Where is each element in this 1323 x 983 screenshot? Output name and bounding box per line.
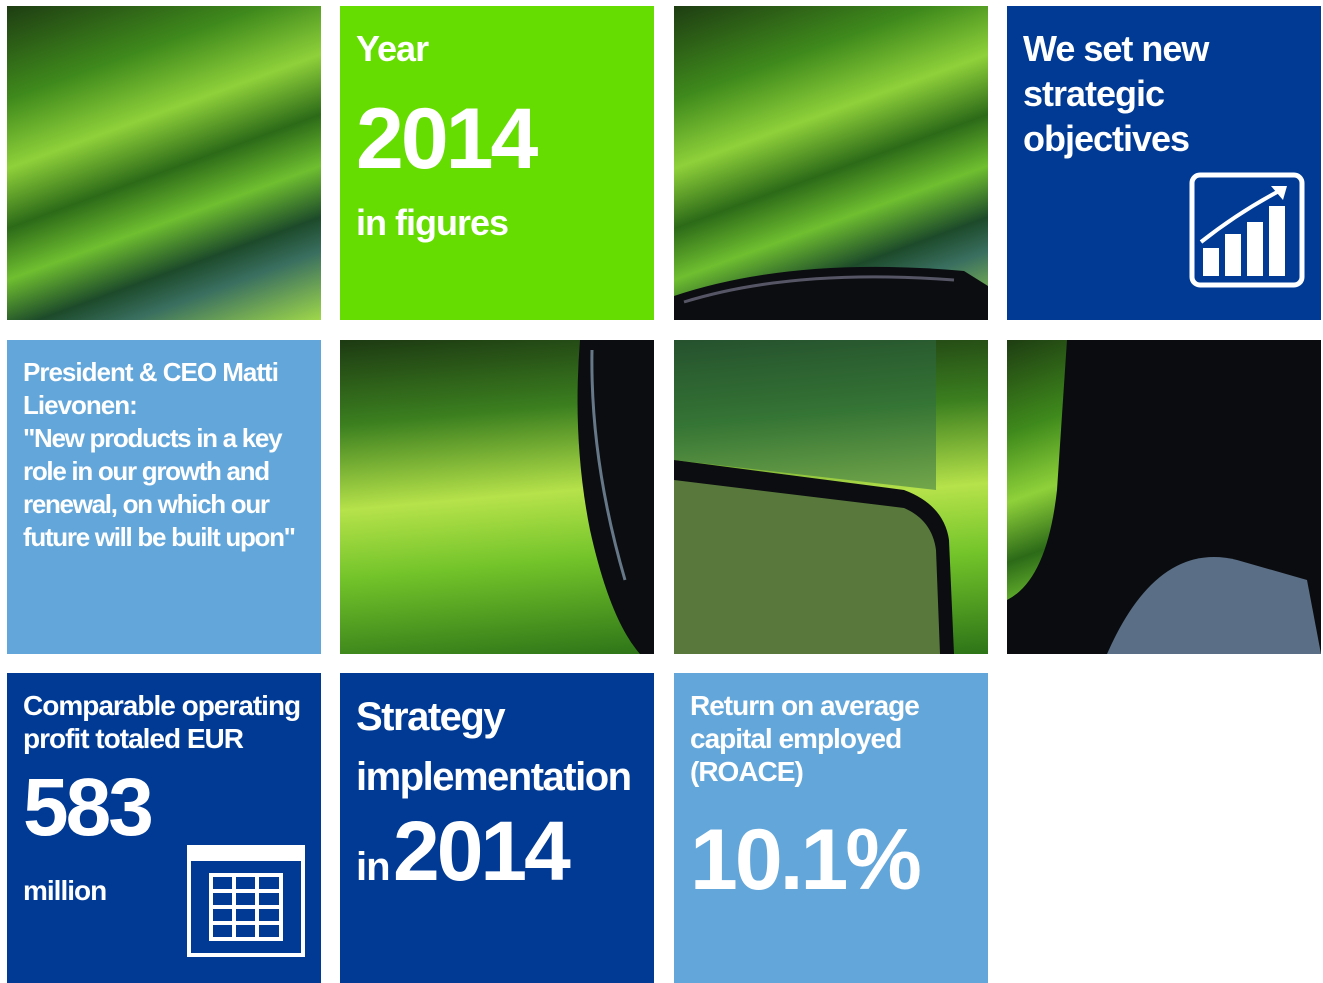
car-shape: [1007, 340, 1321, 654]
mirror-shape: [674, 266, 988, 320]
mirror-shape: [674, 340, 954, 654]
roace-intro: Return on average capital employed (ROAC…: [690, 690, 920, 787]
implementation-tile[interactable]: Strategy implementation in 2014: [340, 673, 654, 983]
year-label: Year: [356, 28, 429, 69]
roace-tile[interactable]: Return on average capital employed (ROAC…: [674, 673, 988, 983]
mirror-shape: [577, 340, 654, 654]
year-tile[interactable]: Year 2014 in figures: [340, 6, 654, 320]
roace-figure: 10.1%: [690, 812, 922, 908]
photo-tile: [1007, 340, 1321, 654]
implementation-year: 2014: [393, 804, 571, 898]
year-value: 2014: [356, 91, 538, 187]
implementation-prefix: in: [356, 845, 391, 889]
implementation-title: Strategy implementation: [356, 695, 632, 799]
profit-figure: 583: [23, 762, 154, 853]
photo-tile: [7, 6, 321, 320]
profit-unit: million: [23, 875, 107, 906]
strategy-title: We set new strategic objectives: [1023, 28, 1209, 159]
table-icon: [187, 845, 305, 957]
profit-tile[interactable]: Comparable operating profit totaled EUR …: [7, 673, 321, 983]
profit-intro: Comparable operating profit totaled EUR: [23, 690, 301, 754]
chart-icon: [1189, 172, 1305, 288]
implementation-year-line: in 2014: [356, 803, 642, 900]
ceo-name: President & CEO Matti Lievonen:: [23, 357, 279, 420]
ceo-tile[interactable]: President & CEO Matti Lievonen: "New pro…: [7, 340, 321, 654]
ceo-quote: "New products in a key role in our growt…: [23, 423, 296, 552]
photo-tile: [674, 6, 988, 320]
strategy-tile[interactable]: We set new strategic objectives: [1007, 6, 1321, 320]
photo-tile: [674, 340, 988, 654]
year-caption: in figures: [356, 202, 509, 243]
photo-tile: [340, 340, 654, 654]
